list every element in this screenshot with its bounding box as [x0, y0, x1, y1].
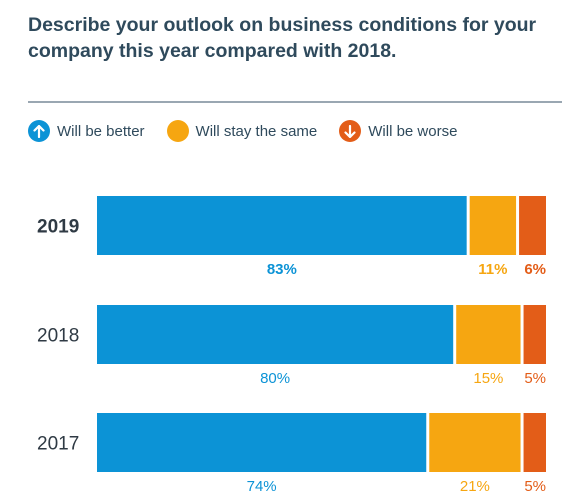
data-label-2019-2: 11% [478, 261, 507, 278]
year-label-2017: 2017 [37, 434, 79, 455]
bar-2019-segment-3 [519, 196, 546, 255]
title-divider [28, 101, 562, 103]
data-label-2017-3: 5% [524, 478, 546, 495]
bar-2018-segment-1 [97, 305, 454, 364]
data-label-2018-3: 5% [524, 370, 546, 387]
bar-2019-segment-2 [469, 196, 517, 255]
circle-icon [166, 120, 189, 142]
legend: Will be better Will stay the same Will b… [28, 118, 479, 144]
data-label-2019-1: 83% [267, 261, 297, 278]
legend-item-worse: Will be worse [339, 120, 457, 142]
year-label-2018: 2018 [37, 326, 79, 347]
data-label-2017-1: 74% [247, 478, 277, 495]
data-label-2019-3: 6% [524, 261, 546, 278]
legend-label-same: Will stay the same [195, 122, 318, 140]
bar-2017-segment-3 [523, 413, 546, 472]
arrow-up-icon [28, 120, 50, 142]
bar-2017-segment-2 [429, 413, 521, 472]
year-label-2019: 2019 [37, 217, 79, 238]
bar-2018-segment-3 [523, 305, 546, 364]
legend-item-better: Will be better [28, 120, 145, 142]
legend-label-better: Will be better [57, 122, 145, 140]
chart-title: Describe your outlook on business condit… [28, 14, 537, 62]
arrow-down-icon [339, 120, 362, 142]
bar-2018-segment-2 [456, 305, 521, 364]
data-label-2018-1: 80% [260, 370, 290, 387]
bar-2017-segment-1 [97, 413, 427, 472]
legend-label-worse: Will be worse [368, 122, 458, 140]
data-label-2017-2: 21% [460, 478, 490, 495]
legend-item-same: Will stay the same [166, 120, 318, 142]
data-label-2018-2: 15% [473, 370, 503, 387]
bar-2019-segment-1 [97, 196, 467, 255]
